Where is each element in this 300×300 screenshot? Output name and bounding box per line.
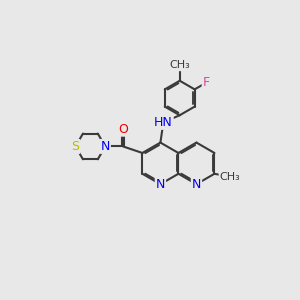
- Text: N: N: [100, 140, 110, 153]
- Text: F: F: [203, 76, 210, 89]
- Text: N: N: [192, 178, 201, 191]
- Text: HN: HN: [154, 116, 173, 129]
- Text: O: O: [118, 123, 128, 136]
- Text: S: S: [71, 140, 80, 153]
- Text: CH₃: CH₃: [220, 172, 240, 182]
- Text: CH₃: CH₃: [169, 60, 190, 70]
- Text: N: N: [156, 178, 165, 191]
